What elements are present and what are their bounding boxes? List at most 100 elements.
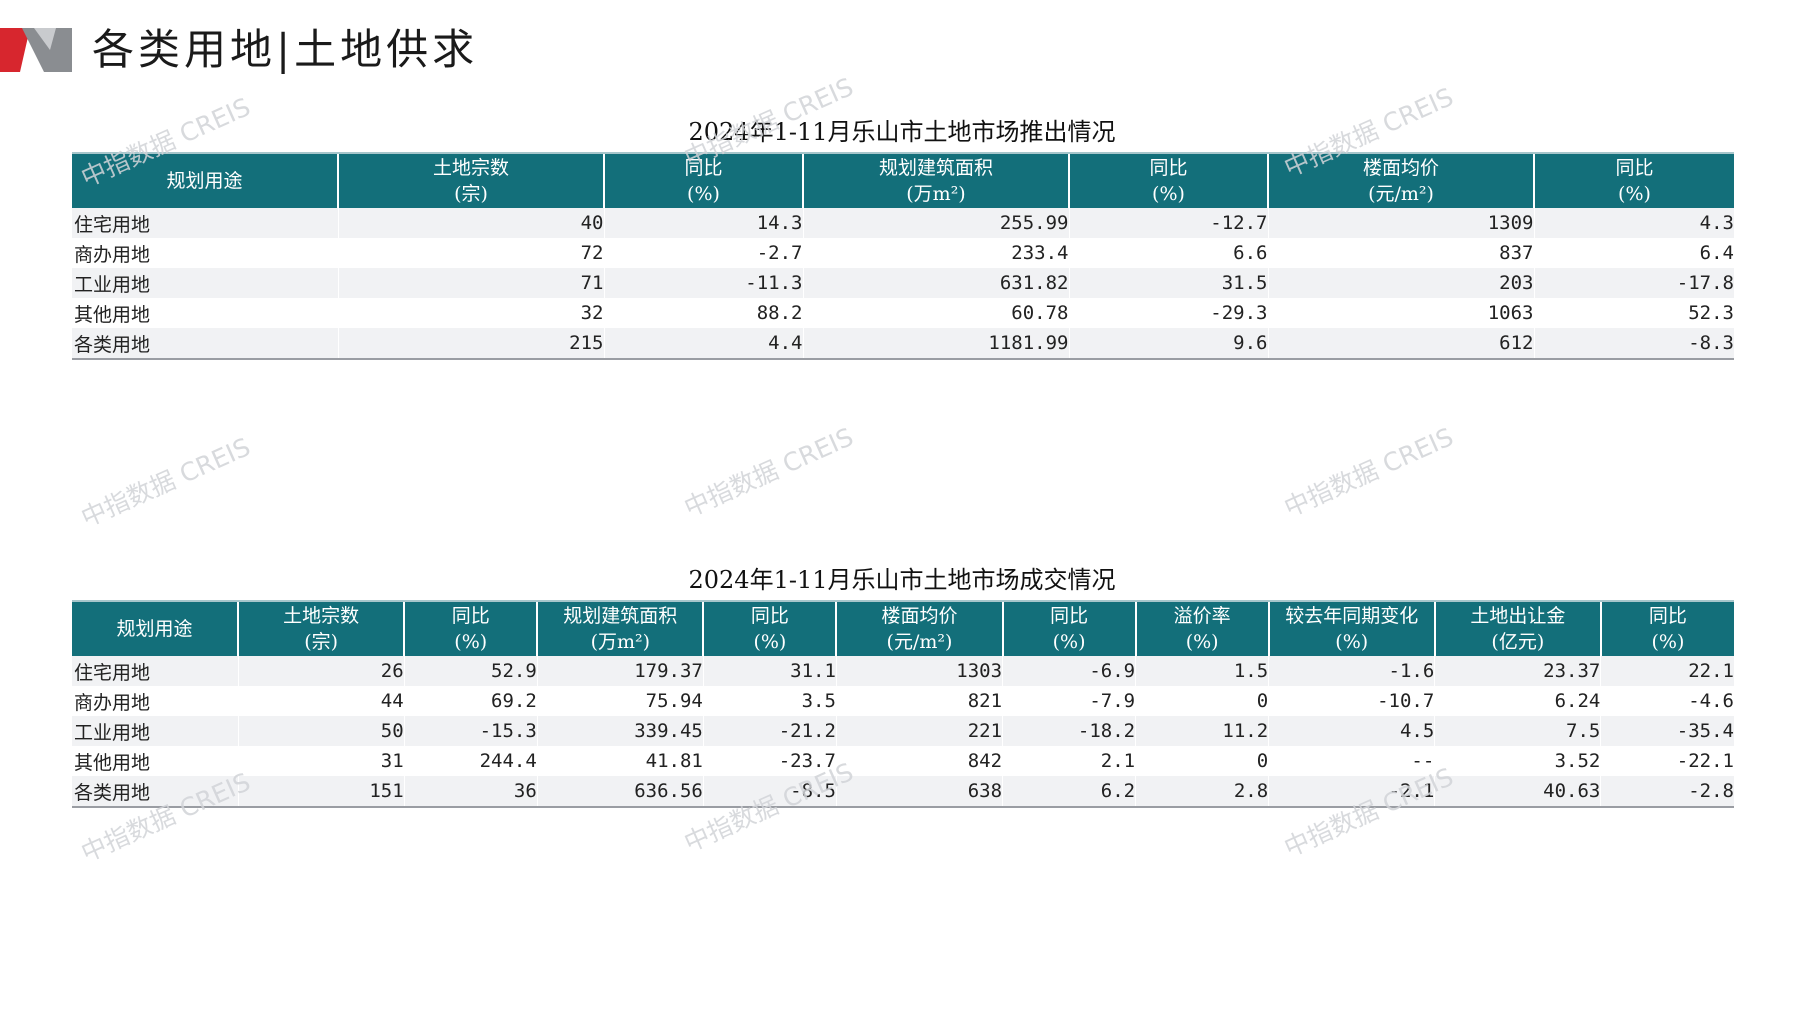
header-unit: (%) <box>687 183 720 205</box>
row-label-cell: 住宅用地 <box>72 208 338 238</box>
header-label: 楼面均价 <box>881 605 958 627</box>
header-label: 规划用途 <box>116 618 193 640</box>
value-cell: 52.9 <box>403 656 538 686</box>
deals-header-cell: 楼面均价 (元/m²) <box>835 600 1003 656</box>
supply-header-row: 规划用途 土地宗数 (宗) 同比 (%) 规划建筑面积 (万m²) 同比 (%) 楼面均价 (元/m… <box>72 152 1734 208</box>
value-cell: 88.2 <box>603 298 803 328</box>
header-unit: (亿元) <box>1491 631 1545 653</box>
header-unit: (%) <box>1618 183 1651 205</box>
table-row: 工业用地 71 -11.3 631.82 31.5 203 -17.8 <box>72 268 1734 298</box>
value-cell: -11.3 <box>603 268 803 298</box>
header-unit: (%) <box>1651 631 1685 653</box>
value-cell: 631.82 <box>802 268 1069 298</box>
header-unit: (元/m²) <box>886 631 953 653</box>
value-cell: -12.7 <box>1068 208 1268 238</box>
deals-header-cell: 溢价率 (%) <box>1134 600 1269 656</box>
supply-table-title: 2024年1-11月乐山市土地市场推出情况 <box>688 118 1116 146</box>
value-cell: -2.7 <box>603 238 803 268</box>
value-cell: 2.8 <box>1135 776 1269 808</box>
value-cell: 4.5 <box>1268 716 1435 746</box>
value-cell: -15.3 <box>403 716 538 746</box>
value-cell: 3.52 <box>1434 746 1601 776</box>
table-row: 工业用地 50 -15.3 339.45 -21.2 221 -18.2 11.2 4.5 7.5… <box>72 716 1734 746</box>
value-cell: 72 <box>337 238 604 268</box>
supply-header-cell: 同比 (%) <box>1533 152 1734 208</box>
value-cell: 2.1 <box>1002 746 1136 776</box>
value-cell: 0 <box>1135 746 1269 776</box>
deals-header-cell: 同比 (%) <box>702 600 837 656</box>
value-cell: 31.5 <box>1068 268 1268 298</box>
brand-logo <box>0 28 72 72</box>
deals-header-cell: 同比 (%) <box>403 600 538 656</box>
value-cell: -21.2 <box>702 716 837 746</box>
header-label: 同比 <box>1050 605 1089 627</box>
value-cell: -8.3 <box>1533 328 1734 360</box>
value-cell: 31 <box>237 746 405 776</box>
header-label: 规划建筑面积 <box>878 157 993 179</box>
page-title: 各类用地|土地供求 <box>92 25 479 74</box>
value-cell: 0 <box>1135 686 1269 716</box>
row-label-cell: 各类用地 <box>72 328 338 360</box>
value-cell: 40.63 <box>1434 776 1601 808</box>
value-cell: 339.45 <box>536 716 704 746</box>
watermark: 中指数据 CREIS <box>679 422 858 523</box>
header-unit: (%) <box>753 631 787 653</box>
value-cell: 14.3 <box>603 208 803 238</box>
deals-header-row: 规划用途 土地宗数 (宗) 同比 (%) 规划建筑面积 (万m²) 同比 (%) 楼面均价 (元/m… <box>72 600 1734 656</box>
table-row: 商办用地 44 69.2 75.94 3.5 821 -7.9 0 -10.7 6.24 -4.6 <box>72 686 1734 716</box>
value-cell: 4.4 <box>603 328 803 360</box>
value-cell: 1303 <box>835 656 1003 686</box>
header-label: 同比 <box>684 157 723 179</box>
value-cell: 22.1 <box>1600 656 1734 686</box>
value-cell: 7.5 <box>1434 716 1601 746</box>
header-label: 同比 <box>451 605 490 627</box>
header-unit: (%) <box>1185 631 1219 653</box>
table-row: 其他用地 32 88.2 60.78 -29.3 1063 52.3 <box>72 298 1734 328</box>
header-label: 土地宗数 <box>432 157 509 179</box>
value-cell: 179.37 <box>536 656 704 686</box>
value-cell: 151 <box>237 776 405 808</box>
value-cell: 638 <box>835 776 1003 808</box>
value-cell: 215 <box>337 328 604 360</box>
value-cell: -7.9 <box>1002 686 1136 716</box>
value-cell: -2.1 <box>1268 776 1435 808</box>
deals-header-cell: 较去年同期变化 (%) <box>1267 600 1435 656</box>
table-row: 住宅用地 26 52.9 179.37 31.1 1303 -6.9 1.5 -1.6 23.37… <box>72 656 1734 686</box>
table-row: 其他用地 31 244.4 41.81 -23.7 842 2.1 0 -- 3.52 -22.1 <box>72 746 1734 776</box>
value-cell: -4.6 <box>1600 686 1734 716</box>
deals-header-cell: 土地出让金 (亿元) <box>1433 600 1601 656</box>
value-cell: 244.4 <box>403 746 538 776</box>
value-cell: 1063 <box>1267 298 1534 328</box>
header-label: 同比 <box>1149 157 1188 179</box>
value-cell: 40 <box>337 208 604 238</box>
value-cell: 3.5 <box>702 686 837 716</box>
value-cell: 221 <box>835 716 1003 746</box>
value-cell: -22.1 <box>1600 746 1734 776</box>
supply-header-cell: 同比 (%) <box>1068 152 1268 208</box>
row-label-cell: 住宅用地 <box>72 656 239 686</box>
value-cell: 1309 <box>1267 208 1534 238</box>
value-cell: 69.2 <box>403 686 538 716</box>
value-cell: 31.1 <box>702 656 837 686</box>
header-unit: (%) <box>1335 631 1369 653</box>
watermark: 中指数据 CREIS <box>76 432 255 533</box>
header-label: 土地出让金 <box>1470 605 1566 627</box>
deals-header-cell: 同比 (%) <box>1001 600 1136 656</box>
value-cell: 255.99 <box>802 208 1069 238</box>
header-label: 楼面均价 <box>1362 157 1439 179</box>
value-cell: 821 <box>835 686 1003 716</box>
supply-header-cell: 土地宗数 (宗) <box>337 152 604 208</box>
deals-header-cell: 规划用途 <box>72 600 239 656</box>
value-cell: -6.9 <box>1002 656 1136 686</box>
row-label-cell: 商办用地 <box>72 238 338 268</box>
value-cell: -35.4 <box>1600 716 1734 746</box>
value-cell: 1.5 <box>1135 656 1269 686</box>
value-cell: 837 <box>1267 238 1534 268</box>
value-cell: 41.81 <box>536 746 704 776</box>
header-label: 规划用途 <box>166 170 243 192</box>
row-label-cell: 各类用地 <box>72 776 239 808</box>
value-cell: 6.4 <box>1533 238 1734 268</box>
header-label: 土地宗数 <box>283 605 360 627</box>
supply-table: 规划用途 土地宗数 (宗) 同比 (%) 规划建筑面积 (万m²) 同比 (%) 楼面均价 (元/m… <box>72 152 1734 360</box>
value-cell: -23.7 <box>702 746 837 776</box>
